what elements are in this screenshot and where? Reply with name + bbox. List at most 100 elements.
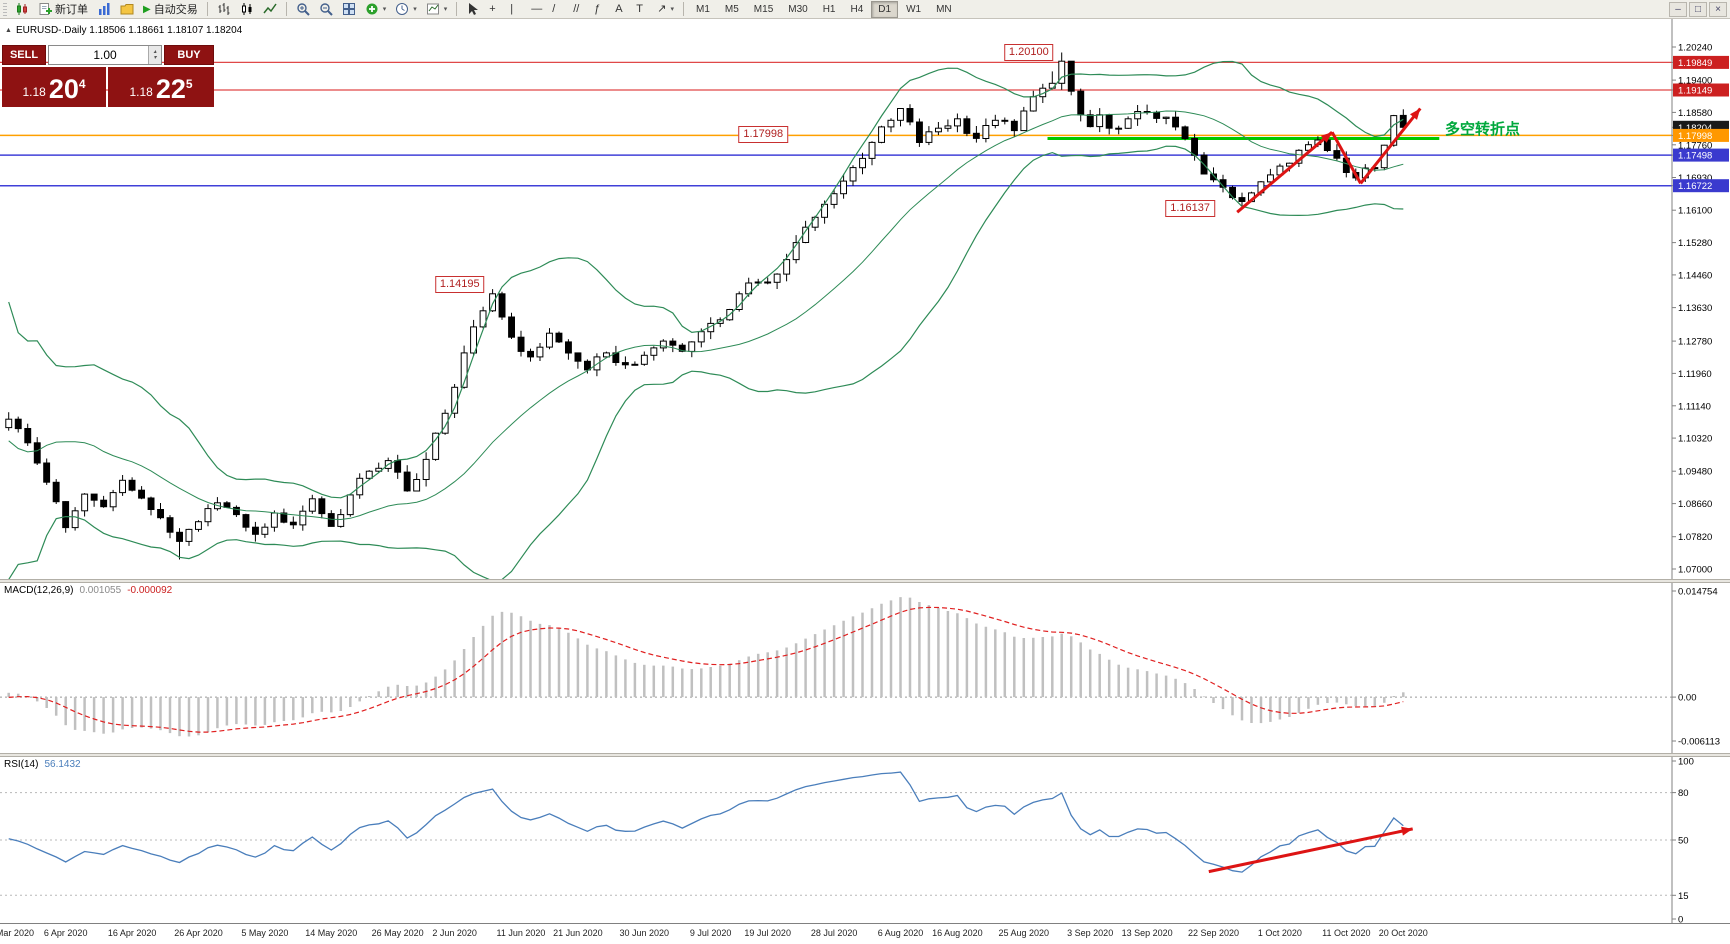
spinner-up-icon[interactable]: ▴: [153, 49, 157, 55]
svg-text:1.09480: 1.09480: [1678, 467, 1712, 478]
svg-text:15: 15: [1678, 891, 1689, 902]
tile-windows-icon: [342, 3, 355, 15]
new-order-button[interactable]: 新订单: [34, 1, 92, 18]
candles-icon: [241, 3, 252, 15]
channel-tool-button[interactable]: //: [569, 1, 589, 18]
new-order-label: 新订单: [55, 4, 88, 16]
price-label[interactable]: 1.16137: [1165, 199, 1215, 217]
timeframe-d1-button[interactable]: D1: [871, 0, 899, 18]
buy-price-tile[interactable]: 1.18 22 5: [108, 67, 214, 107]
svg-text:0: 0: [1678, 915, 1683, 924]
rsi-indicator-label: RSI(14) 56.1432: [4, 759, 81, 770]
indicators-button[interactable]: ▾: [361, 1, 391, 18]
svg-text:1.15280: 1.15280: [1678, 238, 1712, 249]
arrows-tool-button[interactable]: ↗ ▾: [653, 1, 678, 18]
line-chart-button[interactable]: [259, 1, 281, 18]
svg-text:1.17498: 1.17498: [1678, 151, 1712, 162]
timeframe-h4-button[interactable]: H4: [844, 1, 871, 18]
rsi-panel-splitter[interactable]: [0, 753, 1730, 757]
svg-text:-0.006113: -0.006113: [1678, 737, 1720, 748]
date-label: 26 Apr 2020: [174, 928, 223, 938]
macd-panel-canvas[interactable]: 0.014754 0.00 -0.006113: [0, 583, 1730, 753]
date-label: 20 Oct 2020: [1378, 928, 1428, 938]
one-click-collapse-icon[interactable]: ▲: [5, 27, 12, 34]
text-icon: A: [615, 2, 623, 15]
timeframe-m30-button[interactable]: M30: [781, 1, 814, 18]
price-label[interactable]: 1.20100: [1003, 43, 1054, 61]
chart-window[interactable]: 1.20240 1.19849 1.19400 1.19149 1.18580 1.182…: [0, 19, 1730, 944]
date-label: 26 May 2020: [371, 928, 424, 938]
svg-text:1.19400: 1.19400: [1678, 76, 1712, 87]
horizontal-line-tool-button[interactable]: —: [527, 1, 547, 18]
date-label: 27 Mar 2020: [0, 928, 34, 938]
svg-text:80: 80: [1678, 788, 1689, 799]
minimize-button[interactable]: –: [1669, 1, 1687, 17]
text-tool-button[interactable]: A: [611, 1, 631, 18]
ohlc-text: EURUSD-.Daily 1.18506 1.18661 1.18107 1.…: [15, 25, 243, 36]
date-label: 9 Jul 2020: [689, 928, 732, 938]
close-button[interactable]: ×: [1709, 1, 1727, 17]
time-axis[interactable]: 27 Mar 2020 6 Apr 2020 16 Apr 2020 26 Apr 2…: [0, 923, 1730, 944]
chart-ohlc-header: ▲ EURUSD-.Daily 1.18506 1.18661 1.18107 …: [5, 25, 242, 36]
periods-button[interactable]: ▾: [391, 1, 421, 18]
tile-windows-button[interactable]: [338, 1, 360, 18]
timeframe-m1-button[interactable]: M1: [689, 1, 717, 18]
timeframe-m5-button[interactable]: M5: [718, 1, 746, 18]
macd-panel-splitter[interactable]: [0, 579, 1730, 583]
timeframe-mn-button[interactable]: MN: [929, 1, 959, 18]
buy-button[interactable]: BUY: [164, 45, 214, 65]
price-label[interactable]: 1.17998: [738, 126, 789, 144]
svg-text:1.17760: 1.17760: [1678, 140, 1712, 151]
timeframe-h1-button[interactable]: H1: [816, 1, 843, 18]
volume-value: 1.00: [93, 48, 117, 62]
trendline-tool-button[interactable]: /: [548, 1, 568, 18]
date-label: 25 Aug 2020: [998, 928, 1050, 938]
svg-text:1.16930: 1.16930: [1678, 173, 1712, 184]
date-label: 2 Jun 2020: [432, 928, 477, 938]
zoom-in-icon: [297, 3, 310, 16]
autotrade-button[interactable]: ▶ 自动交易: [139, 1, 202, 18]
turning-point-note[interactable]: 多空转折点: [1445, 120, 1521, 138]
volume-spinner[interactable]: ▴ ▾: [148, 46, 161, 64]
rsi-panel-canvas[interactable]: 100 80 50 15 0: [0, 757, 1730, 923]
main-chart-canvas[interactable]: 1.202401.198491.194001.191491.185801.182…: [0, 19, 1730, 579]
sell-price-prefix: 1.18: [22, 85, 46, 99]
navigator-button[interactable]: [116, 1, 138, 18]
label-tool-button[interactable]: T: [632, 1, 652, 18]
svg-text:0.00: 0.00: [1678, 693, 1697, 704]
chevron-down-icon: ▾: [382, 6, 387, 13]
market-watch-button[interactable]: [93, 1, 115, 18]
spinner-down-icon[interactable]: ▾: [153, 55, 157, 61]
price-label[interactable]: 1.14195: [434, 276, 485, 294]
zoom-out-button[interactable]: [315, 1, 337, 18]
fibonacci-icon: ƒ: [594, 2, 601, 15]
date-label: 5 May 2020: [241, 928, 289, 938]
zoom-in-button[interactable]: [292, 1, 314, 18]
restore-button[interactable]: □: [1689, 1, 1707, 17]
svg-text:1.17998: 1.17998: [1678, 131, 1712, 142]
timeframe-w1-button[interactable]: W1: [899, 1, 928, 18]
vertical-line-icon: |: [510, 2, 514, 15]
new-order-icon: [39, 3, 52, 15]
svg-text:50: 50: [1678, 836, 1689, 847]
macd-indicator-label: MACD(12,26,9) 0.001055 -0.000092: [4, 585, 172, 596]
sell-price-tile[interactable]: 1.18 20 4: [2, 67, 106, 107]
candlestick-chart-icon: [17, 3, 27, 15]
svg-text:1.07000: 1.07000: [1678, 565, 1712, 576]
candles-chart-button[interactable]: [236, 1, 258, 18]
rsi-value: 56.1432: [44, 759, 81, 770]
toolbar-grip[interactable]: [3, 2, 7, 16]
bars-chart-button[interactable]: [213, 1, 235, 18]
crosshair-tool-button[interactable]: +: [485, 1, 505, 18]
crosshair-icon: +: [489, 2, 496, 15]
templates-button[interactable]: ▾: [422, 1, 452, 18]
vertical-line-tool-button[interactable]: |: [506, 1, 526, 18]
new-chart-button[interactable]: [11, 1, 33, 18]
cursor-tool-button[interactable]: [462, 1, 484, 18]
timeframe-m15-button[interactable]: M15: [747, 1, 780, 18]
volume-field[interactable]: 1.00 ▴ ▾: [48, 45, 162, 65]
toolbar-separator: [285, 2, 287, 16]
sell-button[interactable]: SELL: [2, 45, 46, 65]
fibonacci-tool-button[interactable]: ƒ: [590, 1, 610, 18]
date-label: 19 Jul 2020: [744, 928, 791, 938]
